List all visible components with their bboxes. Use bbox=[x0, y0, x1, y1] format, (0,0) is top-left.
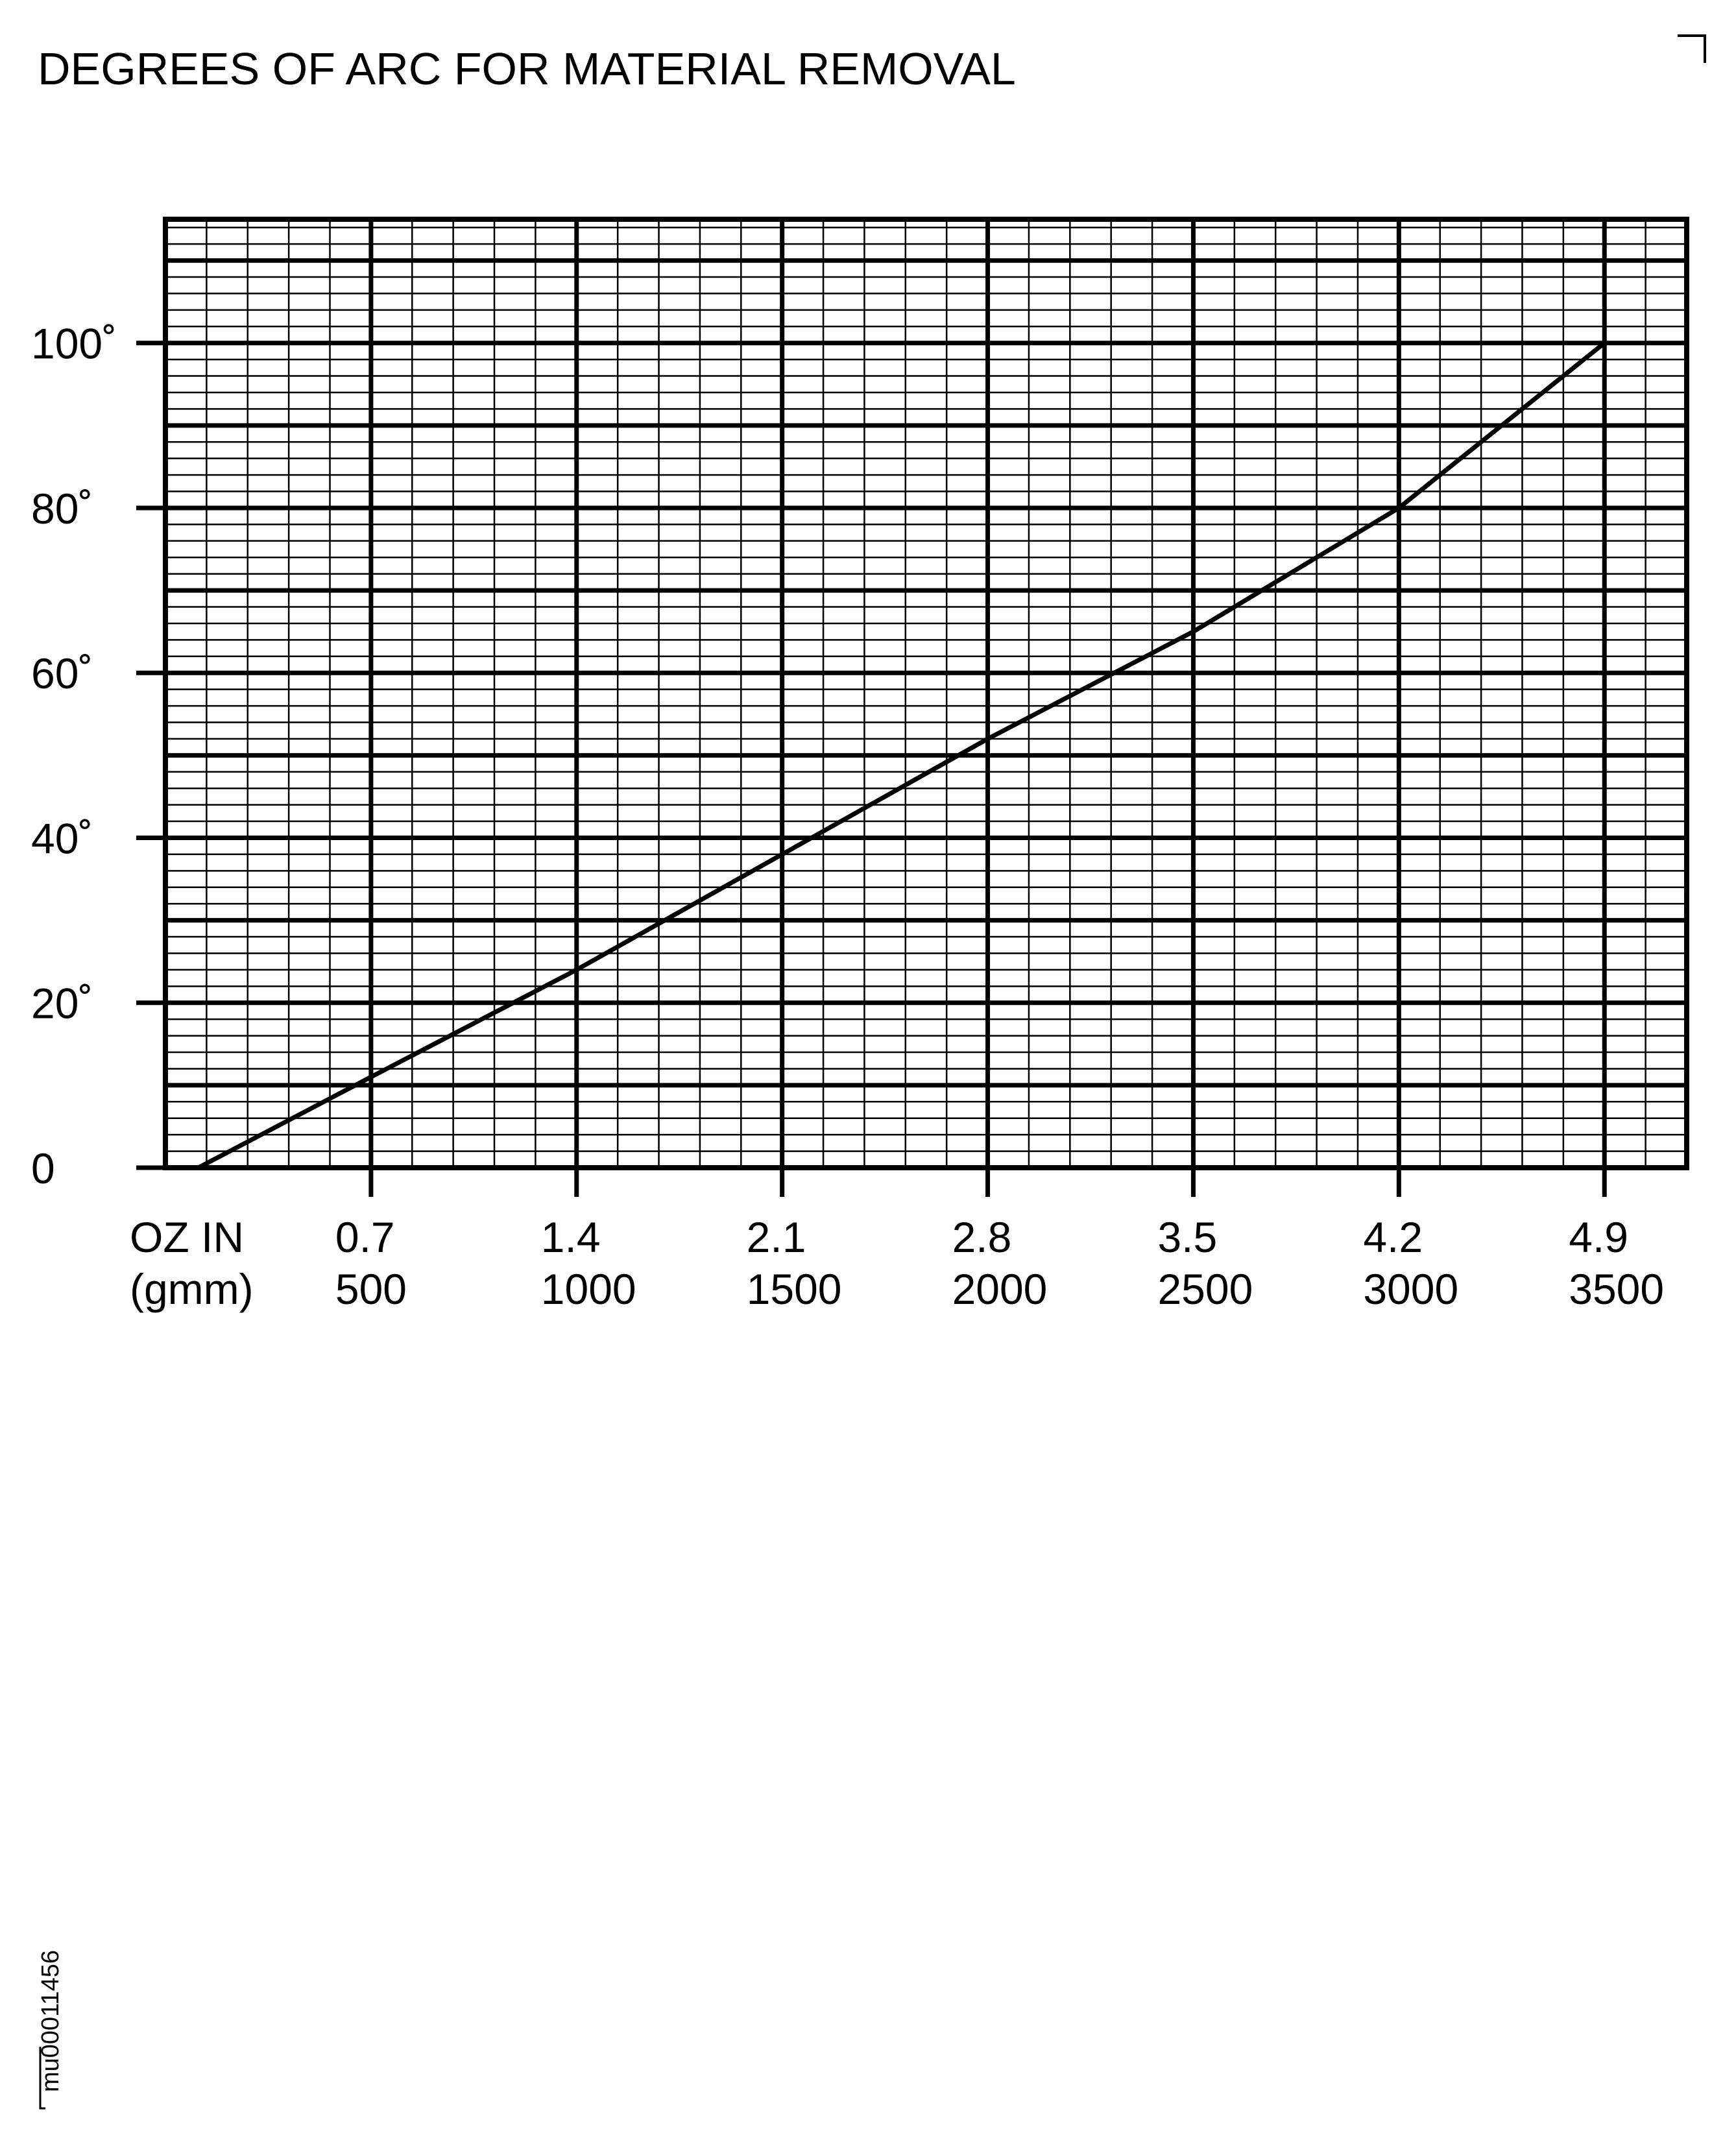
x-tick-label-gmm: 3500 bbox=[1569, 1265, 1664, 1313]
x-tick-label-oz: 0.7 bbox=[335, 1213, 395, 1261]
x-tick-label-oz: 2.8 bbox=[952, 1213, 1012, 1261]
y-tick-label: 0 bbox=[31, 1144, 55, 1192]
x-axis-label-gmm: (gmm) bbox=[130, 1265, 254, 1313]
y-tick-labels: 0 20˚ 40˚ 60˚ 80˚ 100˚ bbox=[31, 320, 117, 1192]
series bbox=[197, 341, 1606, 1170]
series-line bbox=[197, 341, 1606, 1170]
axes bbox=[136, 217, 1689, 1197]
x-tick-label-gmm: 500 bbox=[335, 1265, 407, 1313]
figure-id-bracket bbox=[39, 2047, 45, 2110]
chart-title: DEGREES OF ARC FOR MATERIAL REMOVAL bbox=[38, 43, 1016, 94]
y-tick-label: 40˚ bbox=[31, 814, 93, 862]
minor-gridlines bbox=[165, 219, 1687, 1168]
x-axis-label-oz: OZ IN bbox=[130, 1213, 244, 1261]
corner-crop-mark bbox=[1678, 34, 1706, 63]
figure-id: mu00011456 bbox=[37, 1950, 64, 2110]
x-tick-label-oz: 4.2 bbox=[1363, 1213, 1423, 1261]
x-tick-label-oz: 1.4 bbox=[541, 1213, 601, 1261]
y-tick-label: 60˚ bbox=[31, 649, 93, 697]
x-tick-label-oz: 3.5 bbox=[1157, 1213, 1217, 1261]
x-tick-label-gmm: 1500 bbox=[747, 1265, 842, 1313]
x-tick-label-gmm: 3000 bbox=[1363, 1265, 1458, 1313]
x-tick-label-oz: 2.1 bbox=[747, 1213, 806, 1261]
y-tick-label: 100˚ bbox=[31, 320, 117, 368]
x-tick-label-gmm: 2500 bbox=[1157, 1265, 1253, 1313]
x-tick-label-oz: 4.9 bbox=[1569, 1213, 1628, 1261]
figure-id-text: mu00011456 bbox=[37, 1950, 64, 2092]
x-tick-label-gmm: 1000 bbox=[541, 1265, 636, 1313]
major-gridlines bbox=[165, 219, 1687, 1168]
x-tick-label-gmm: 2000 bbox=[952, 1265, 1048, 1313]
y-tick-label: 80˚ bbox=[31, 485, 93, 533]
plot-frame bbox=[163, 217, 1689, 1170]
y-tick-label: 20˚ bbox=[31, 980, 93, 1028]
